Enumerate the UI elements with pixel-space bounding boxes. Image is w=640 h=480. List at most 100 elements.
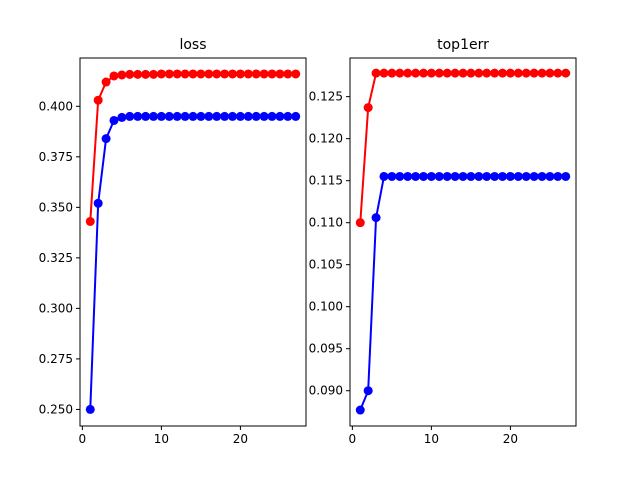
- data-point-s0-20: [505, 68, 515, 78]
- data-point-s1-23: [529, 171, 539, 181]
- data-point-s0-15: [196, 69, 206, 79]
- data-point-s0-1: [85, 216, 95, 226]
- data-point-s0-22: [251, 69, 261, 79]
- y-tick-label: 0.120: [309, 132, 343, 146]
- data-point-s0-2: [93, 95, 103, 105]
- data-point-s1-22: [521, 171, 531, 181]
- data-point-s1-23: [259, 111, 269, 121]
- data-point-s1-1: [85, 404, 95, 414]
- data-point-s1-5: [387, 171, 397, 181]
- data-point-s0-24: [537, 68, 547, 78]
- data-point-s1-19: [498, 171, 508, 181]
- axes-frame: [349, 57, 577, 427]
- data-point-s1-20: [505, 171, 515, 181]
- data-point-s0-27: [291, 69, 301, 79]
- data-point-s1-8: [411, 171, 421, 181]
- data-point-s1-21: [513, 171, 523, 181]
- y-tick-label: 0.250: [39, 402, 73, 416]
- data-point-s0-23: [529, 68, 539, 78]
- x-tick-label: 0: [349, 432, 357, 446]
- data-point-s1-20: [235, 111, 245, 121]
- x-tick-label: 10: [154, 432, 169, 446]
- data-point-s0-5: [387, 68, 397, 78]
- data-point-s0-23: [259, 69, 269, 79]
- data-point-s1-14: [458, 171, 468, 181]
- data-point-s1-9: [148, 111, 158, 121]
- data-point-s1-8: [141, 111, 151, 121]
- panel-top1err: top1err 0 10 20 0.090 0.095 0.100 0.105 0.110 0.…: [309, 37, 577, 446]
- x-tick-label: 0: [79, 432, 87, 446]
- data-point-s1-15: [466, 171, 476, 181]
- data-point-s1-2: [363, 386, 373, 396]
- data-point-s0-6: [125, 69, 135, 79]
- data-point-s1-7: [133, 111, 143, 121]
- data-point-s1-18: [490, 171, 500, 181]
- axes-frame: [79, 57, 307, 427]
- data-point-s1-3: [371, 213, 381, 223]
- data-point-s1-13: [180, 111, 190, 121]
- data-point-s0-19: [228, 69, 238, 79]
- y-tick-label: 0.110: [309, 216, 343, 230]
- data-point-s1-6: [395, 171, 405, 181]
- data-point-s0-25: [275, 69, 285, 79]
- data-point-s1-26: [283, 111, 293, 121]
- data-point-s0-13: [450, 68, 460, 78]
- data-point-s0-27: [561, 68, 571, 78]
- data-point-s0-13: [180, 69, 190, 79]
- data-point-s0-3: [371, 68, 381, 78]
- data-point-s1-10: [156, 111, 166, 121]
- y-tick-label: 0.105: [309, 258, 343, 272]
- y-tick-label: 0.375: [39, 150, 73, 164]
- y-tick-label: 0.090: [309, 384, 343, 398]
- series-line-1: [89, 115, 296, 410]
- data-point-s0-15: [466, 68, 476, 78]
- x-tick-label: 20: [503, 432, 518, 446]
- data-point-s0-16: [474, 68, 484, 78]
- data-point-s1-10: [426, 171, 436, 181]
- panel-loss: loss 0 10 20 0.250 0.275 0.300 0.325 0.350 0.375…: [39, 37, 307, 446]
- data-point-s1-11: [164, 111, 174, 121]
- data-point-s1-17: [482, 171, 492, 181]
- data-point-s1-4: [379, 171, 389, 181]
- data-point-s1-14: [188, 111, 198, 121]
- series-line-0: [89, 72, 296, 222]
- data-point-s0-22: [521, 68, 531, 78]
- y-tick-label: 0.350: [39, 200, 73, 214]
- data-point-s1-5: [117, 112, 127, 122]
- data-point-s0-14: [458, 68, 468, 78]
- data-point-s1-21: [243, 111, 253, 121]
- data-point-s0-9: [148, 69, 158, 79]
- data-point-s0-8: [141, 69, 151, 79]
- data-point-s0-10: [426, 68, 436, 78]
- y-tick-label: 0.095: [309, 342, 343, 356]
- data-point-s1-17: [212, 111, 222, 121]
- data-point-s1-2: [93, 198, 103, 208]
- data-point-s0-19: [498, 68, 508, 78]
- data-point-s0-4: [379, 68, 389, 78]
- data-point-s0-14: [188, 69, 198, 79]
- data-point-s0-5: [117, 70, 127, 80]
- data-point-s0-9: [418, 68, 428, 78]
- data-point-s0-18: [220, 69, 230, 79]
- series-line-0: [359, 72, 566, 223]
- data-point-s0-7: [403, 68, 413, 78]
- data-point-s1-18: [220, 111, 230, 121]
- y-tick-label: 0.275: [39, 352, 73, 366]
- data-point-s0-26: [553, 68, 563, 78]
- data-point-s0-11: [434, 68, 444, 78]
- data-point-s1-12: [172, 111, 182, 121]
- plot-area-top1err: 0 10 20 0.090 0.095 0.100 0.105 0.110 0.115 0.120…: [309, 57, 577, 446]
- y-tick-label: 0.125: [309, 90, 343, 104]
- y-tick-label: 0.115: [309, 174, 343, 188]
- data-point-s0-8: [411, 68, 421, 78]
- data-point-s0-25: [545, 68, 555, 78]
- data-point-s1-4: [109, 115, 119, 125]
- data-point-s1-7: [403, 171, 413, 181]
- data-point-s0-18: [490, 68, 500, 78]
- data-point-s1-19: [228, 111, 238, 121]
- data-point-s0-11: [164, 69, 174, 79]
- data-point-s1-16: [474, 171, 484, 181]
- panel-title-loss: loss: [179, 37, 206, 53]
- data-point-s1-25: [275, 111, 285, 121]
